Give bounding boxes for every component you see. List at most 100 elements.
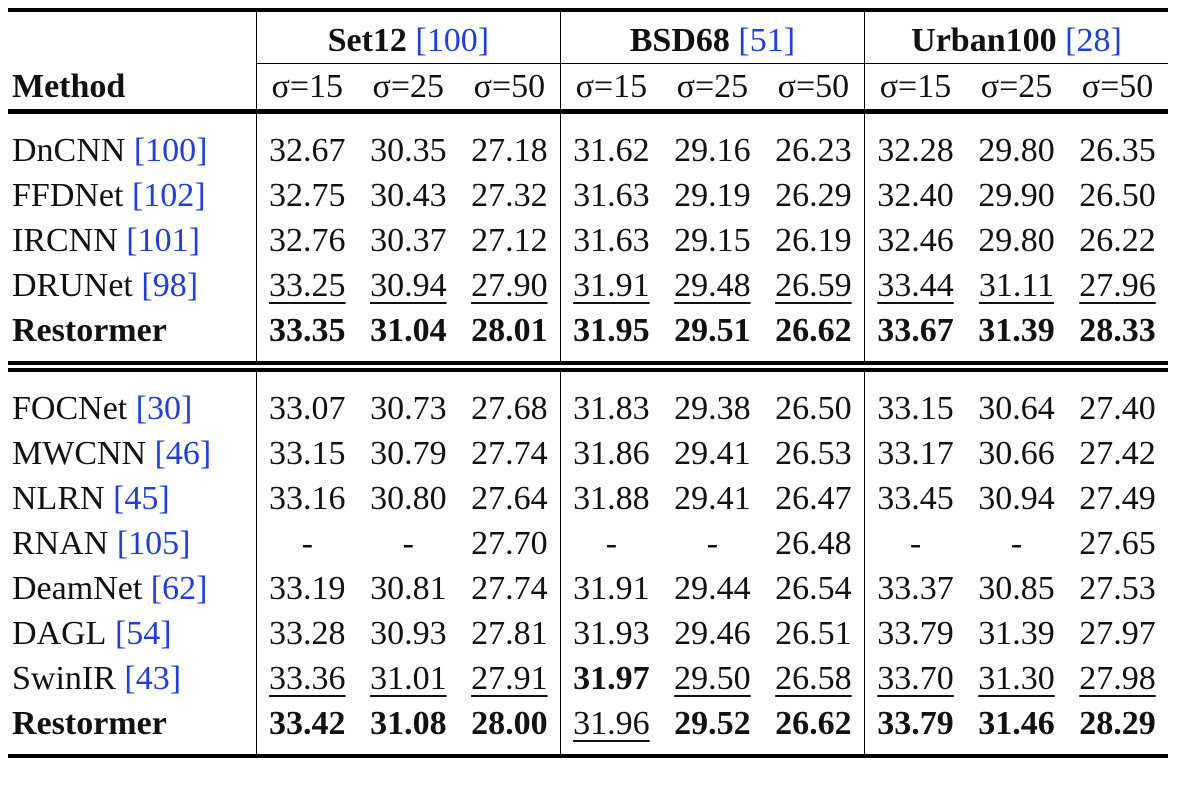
value: 27.97 [1079, 615, 1156, 652]
value-cell: 30.94 [358, 263, 459, 308]
value-cell: - [255, 521, 358, 566]
table-row: SwinIR [43] 33.36 31.01 27.91 31.97 29.50 26.5… [8, 656, 1168, 701]
value-cell: 33.44 [863, 263, 967, 308]
value-cell: 30.35 [358, 112, 459, 174]
value: 33.67 [877, 312, 954, 349]
value-cell: 28.00 [459, 701, 561, 756]
value-cell: 30.37 [358, 218, 459, 263]
method-header: Method [12, 68, 126, 105]
value-cell: 33.79 [863, 701, 967, 756]
method-name: NLRN [12, 480, 105, 517]
value: 27.90 [471, 267, 548, 304]
value-cell: 29.46 [662, 611, 763, 656]
value-cell: 31.39 [966, 611, 1067, 656]
value: 30.64 [978, 390, 1055, 427]
header-row: σ=15 σ=25 σ=50 σ=15 σ=25 σ=50 σ=15 σ=25 σ=50 [8, 63, 1168, 112]
value: 26.48 [775, 525, 852, 562]
value-cell: 33.17 [863, 431, 967, 476]
value: 29.41 [674, 435, 751, 472]
value: - [909, 525, 922, 562]
method-ref: [43] [124, 660, 182, 697]
value-cell: 33.16 [255, 476, 358, 521]
value: 29.52 [674, 705, 751, 742]
value: 31.93 [573, 615, 650, 652]
method-ref: [30] [135, 390, 193, 427]
group-header: Set12 [100] [255, 10, 561, 64]
value-cell: 31.04 [358, 308, 459, 367]
value: 33.07 [269, 390, 346, 427]
value-cell: 27.12 [459, 218, 561, 263]
value: 30.73 [370, 390, 447, 427]
value: 32.75 [269, 177, 346, 214]
group-ref: [51] [738, 22, 796, 59]
value-cell: 26.58 [763, 656, 865, 701]
value-cell: 27.81 [459, 611, 561, 656]
method-ref: [45] [113, 480, 170, 517]
value-cell: 33.15 [863, 366, 967, 431]
value: - [706, 525, 719, 562]
method-cell: DeamNet [62] [8, 566, 256, 611]
value: 32.76 [269, 222, 346, 259]
value-cell: 27.53 [1067, 566, 1168, 611]
value: 26.53 [775, 435, 852, 472]
value: 33.79 [877, 705, 954, 742]
value: 29.80 [978, 222, 1055, 259]
value-cell: 31.95 [559, 308, 662, 367]
value: 26.59 [775, 267, 852, 304]
value-cell: 27.49 [1067, 476, 1168, 521]
value-cell: 27.68 [459, 367, 561, 432]
group-ref: [28] [1065, 22, 1122, 59]
value-cell: 29.15 [662, 218, 763, 263]
value-cell: 26.29 [763, 173, 865, 218]
table-row: RNAN [105] - - 27.70 - - 26.48 - - 27.65 [8, 521, 1168, 566]
group-name: Set12 [327, 22, 407, 59]
value-cell: 26.59 [763, 263, 865, 308]
value: 31.46 [978, 705, 1055, 742]
group-name: BSD68 [629, 22, 730, 59]
value-cell: 26.51 [763, 611, 865, 656]
value-cell: 29.19 [662, 173, 763, 218]
value-cell: 30.66 [966, 431, 1067, 476]
value-cell: 31.08 [358, 701, 459, 756]
value-cell: 27.97 [1067, 611, 1168, 656]
value-cell: 31.88 [559, 476, 662, 521]
method-name: Restormer [12, 312, 167, 349]
value-cell: 26.54 [763, 566, 865, 611]
method-cell: RNAN [105] [8, 521, 256, 566]
value: 31.39 [978, 615, 1055, 652]
value: 31.08 [370, 705, 447, 742]
value: 27.32 [471, 177, 548, 214]
value-cell: 29.80 [966, 218, 1067, 263]
value: 28.29 [1079, 705, 1156, 742]
value-cell: 31.39 [966, 308, 1067, 367]
value: 28.33 [1079, 312, 1156, 349]
method-name: MWCNN [12, 435, 147, 472]
value: 31.88 [573, 480, 650, 517]
value: 31.91 [573, 267, 650, 304]
method-cell: MWCNN [46] [8, 431, 256, 476]
value: 26.58 [775, 660, 852, 697]
value-cell: 26.53 [763, 431, 865, 476]
value: 30.94 [978, 480, 1055, 517]
value: 30.66 [978, 435, 1055, 472]
value: 27.74 [471, 435, 548, 472]
value-cell: 31.97 [559, 656, 662, 701]
value-cell: 26.22 [1067, 218, 1168, 263]
value: 30.80 [370, 480, 447, 517]
value-cell: 32.67 [255, 111, 358, 173]
method-ref: [54] [114, 615, 172, 652]
value: 27.74 [471, 570, 548, 607]
value: 29.51 [674, 312, 751, 349]
value-cell: - [358, 521, 459, 566]
method-ref: [100] [133, 132, 208, 169]
value: 26.54 [775, 570, 852, 607]
value: 27.49 [1079, 480, 1156, 517]
value-cell: 30.79 [358, 431, 459, 476]
value: 27.98 [1079, 660, 1156, 697]
value-cell: - [662, 521, 763, 566]
value: 33.16 [269, 480, 346, 517]
value: 27.68 [471, 390, 548, 427]
value-cell: 26.62 [763, 701, 865, 756]
sigma-header: σ=25 [980, 68, 1053, 105]
